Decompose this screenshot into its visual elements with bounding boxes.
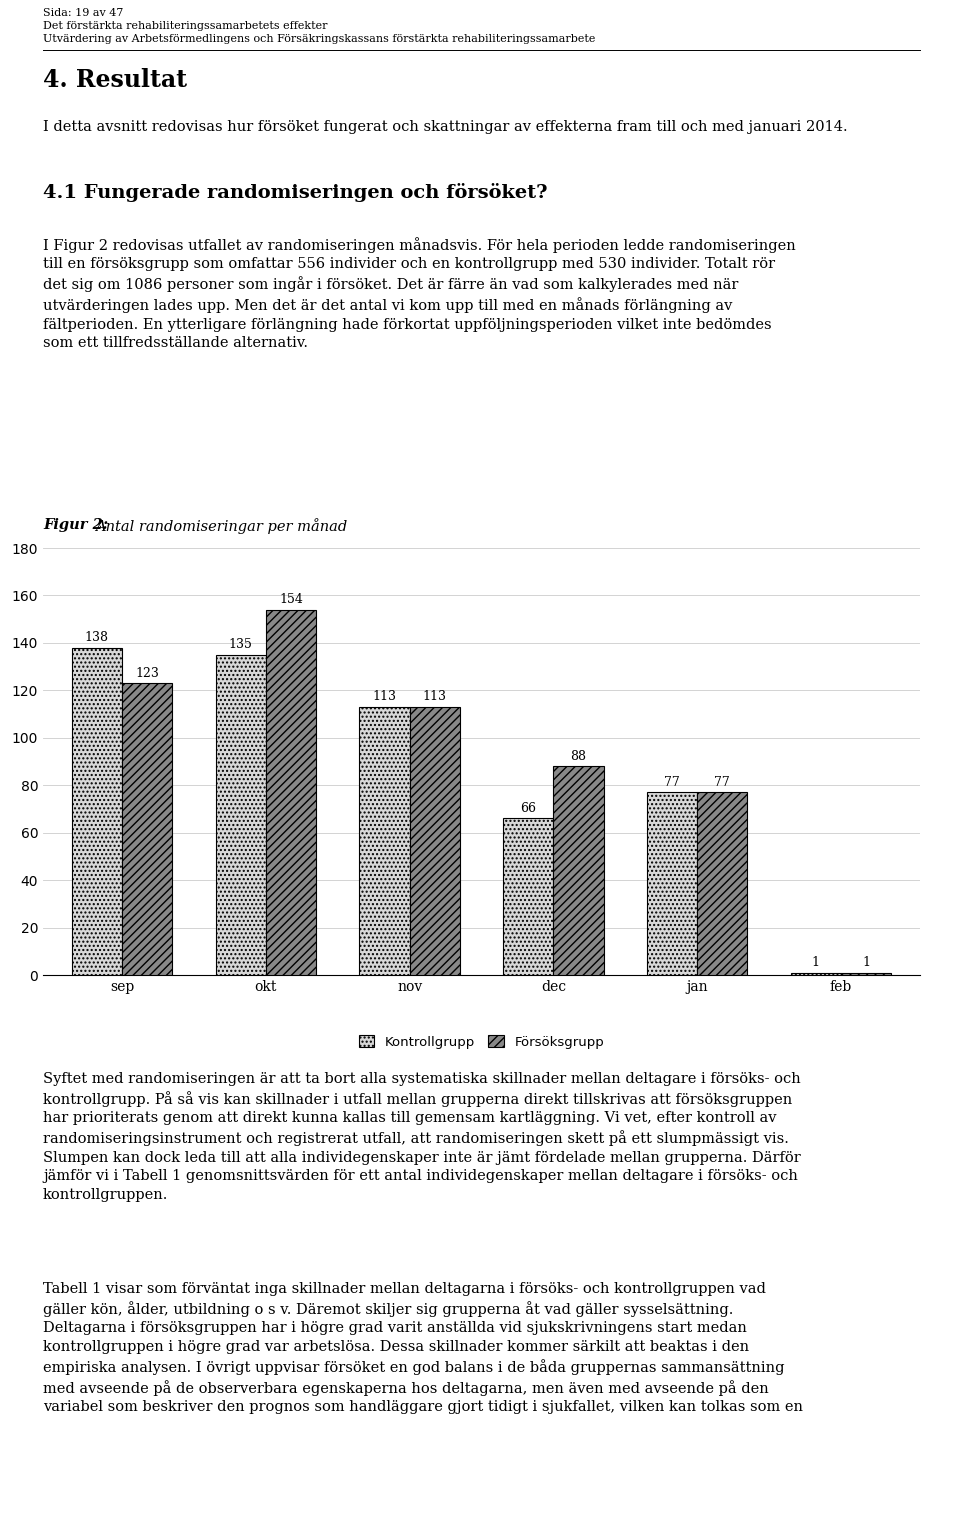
Text: Det förstärkta rehabiliteringssamarbetets effekter: Det förstärkta rehabiliteringssamarbetet… (43, 21, 327, 30)
Bar (791, 973, 841, 974)
Bar (266, 610, 316, 974)
Bar (841, 973, 891, 974)
Text: 66: 66 (520, 802, 537, 814)
Text: 1: 1 (862, 956, 870, 968)
Text: 135: 135 (228, 637, 252, 651)
Text: Figur 2:: Figur 2: (43, 518, 113, 532)
Text: Tabell 1 visar som förväntat inga skillnader mellan deltagarna i försöks- och ko: Tabell 1 visar som förväntat inga skilln… (43, 1283, 803, 1414)
Bar (359, 708, 410, 974)
Text: 77: 77 (714, 776, 731, 788)
Text: 113: 113 (422, 691, 446, 703)
Bar (553, 766, 604, 974)
Text: 4. Resultat: 4. Resultat (43, 69, 187, 92)
Text: I Figur 2 redovisas utfallet av randomiseringen månadsvis. För hela perioden led: I Figur 2 redovisas utfallet av randomis… (43, 236, 796, 351)
Text: Antal randomiseringar per månad: Antal randomiseringar per månad (95, 518, 348, 534)
Text: Utvärdering av Arbetsförmedlingens och Försäkringskassans förstärkta rehabiliter: Utvärdering av Arbetsförmedlingens och F… (43, 34, 595, 44)
Bar (216, 654, 266, 974)
Text: 88: 88 (570, 750, 587, 762)
Legend: Kontrollgrupp, Försöksgrupp: Kontrollgrupp, Försöksgrupp (353, 1029, 610, 1054)
Text: 113: 113 (372, 691, 396, 703)
Text: Syftet med randomiseringen är att ta bort alla systematiska skillnader mellan de: Syftet med randomiseringen är att ta bor… (43, 1072, 801, 1202)
Bar (647, 793, 697, 974)
Text: Sida: 19 av 47: Sida: 19 av 47 (43, 8, 124, 18)
Text: 123: 123 (135, 666, 159, 680)
Text: 154: 154 (279, 593, 303, 605)
Text: 4.1 Fungerade randomiseringen och försöket?: 4.1 Fungerade randomiseringen och försök… (43, 183, 547, 201)
Bar (503, 819, 553, 974)
Text: I detta avsnitt redovisas hur försöket fungerat och skattningar av effekterna fr: I detta avsnitt redovisas hur försöket f… (43, 120, 848, 134)
Bar (72, 648, 122, 974)
Bar (697, 793, 748, 974)
Text: 138: 138 (84, 631, 108, 644)
Text: 77: 77 (664, 776, 680, 788)
Bar (410, 708, 460, 974)
Text: 1: 1 (812, 956, 820, 968)
Bar (122, 683, 173, 974)
